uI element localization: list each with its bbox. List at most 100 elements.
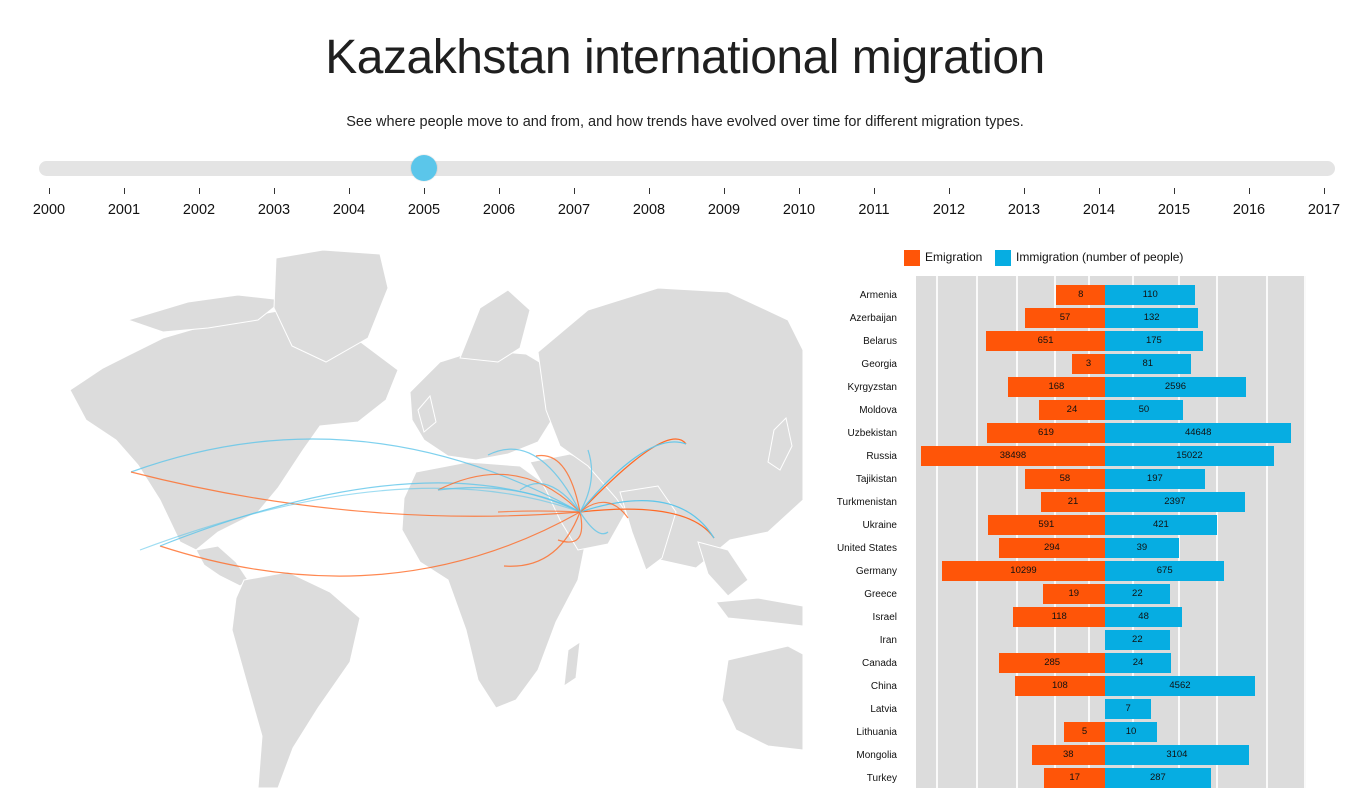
immigration-bar[interactable] [1105,308,1199,329]
immigration-bar[interactable] [1105,492,1245,513]
emigration-bar[interactable] [1041,492,1105,513]
year-tick [274,188,275,194]
immigration-bar[interactable] [1105,722,1158,743]
immigration-bar[interactable] [1105,561,1225,582]
immigration-value: 3104 [1166,749,1188,761]
immigration-bar[interactable] [1105,423,1292,444]
year-label-2010[interactable]: 2010 [782,202,816,218]
year-slider-track[interactable] [39,161,1335,176]
immigration-bar[interactable] [1105,538,1179,559]
immigration-bar[interactable] [1105,745,1249,766]
emigration-bar[interactable] [1025,308,1105,329]
migration-bar-chart: Armenia 8 110 Azerbaijan 57 132 Belarus 651 175 G… [830,276,1310,789]
immigration-value: 81 [1142,358,1154,370]
year-label-2015[interactable]: 2015 [1157,202,1191,218]
emigration-bar[interactable] [1038,400,1105,421]
year-tick [1024,188,1025,194]
year-label-2002[interactable]: 2002 [182,202,216,218]
land-japan [767,416,793,471]
country-label: Russia [866,451,897,463]
emigration-bar[interactable] [1024,469,1105,490]
immigration-value: 7 [1125,703,1131,715]
emigration-value: 24 [1066,404,1078,416]
year-label-2003[interactable]: 2003 [257,202,291,218]
year-label-2017[interactable]: 2017 [1307,202,1341,218]
bar-row: Lithuania 5 10 [830,721,1310,744]
grid-line [936,276,938,788]
immigration-value: 2397 [1164,496,1186,508]
bar-row: Israel 118 48 [830,606,1310,629]
immigration-bar[interactable] [1105,699,1152,720]
emigration-value: 3 [1085,358,1092,370]
emigration-value: 651 [1037,335,1054,347]
emigration-bar[interactable] [986,331,1105,352]
year-label-2000[interactable]: 2000 [32,202,66,218]
immigration-value: 175 [1145,335,1162,347]
emigration-bar[interactable] [987,515,1105,536]
immigration-bar[interactable] [1105,469,1205,490]
emigration-bar[interactable] [1013,607,1105,628]
year-label-2014[interactable]: 2014 [1082,202,1116,218]
year-label-2006[interactable]: 2006 [482,202,516,218]
year-tick [1249,188,1250,194]
year-label-2016[interactable]: 2016 [1232,202,1266,218]
emigration-bar[interactable] [1072,354,1105,375]
bar-row: Ukraine 591 421 [830,514,1310,537]
year-label-2005[interactable]: 2005 [407,202,441,218]
emigration-value: 294 [1043,542,1060,554]
emigration-bar[interactable] [1014,676,1105,697]
immigration-bar[interactable] [1105,584,1170,605]
year-label-2001[interactable]: 2001 [107,202,141,218]
emigration-bar[interactable] [998,538,1105,559]
country-label: Mongolia [856,750,897,762]
bar-row: Moldova 24 50 [830,399,1310,422]
immigration-bar[interactable] [1105,400,1183,421]
year-tick [1324,188,1325,194]
emigration-bar[interactable] [999,653,1105,674]
immigration-bar[interactable] [1105,653,1172,674]
immigration-bar[interactable] [1105,446,1274,467]
emigration-bar[interactable] [1063,722,1105,743]
bar-row: Tajikistan 58 197 [830,468,1310,491]
immigration-bar[interactable] [1105,607,1183,628]
year-tick [199,188,200,194]
emigration-bar[interactable] [986,423,1105,444]
year-label-2011[interactable]: 2011 [858,202,890,218]
year-tick [949,188,950,194]
immigration-value: 50 [1138,404,1150,416]
immigration-bar[interactable] [1105,515,1217,536]
immigration-bar[interactable] [1105,768,1211,789]
year-label-2007[interactable]: 2007 [557,202,591,218]
immigration-value: 110 [1142,289,1158,300]
year-label-2012[interactable]: 2012 [932,202,966,218]
immigration-bar[interactable] [1105,676,1255,697]
emigration-bar[interactable] [1042,584,1105,605]
immigration-bar[interactable] [1105,630,1170,651]
land-indonesia [715,597,803,627]
immigration-bar[interactable] [1105,285,1196,305]
emigration-bar[interactable] [942,561,1105,582]
immigration-bar[interactable] [1105,331,1203,352]
immigration-bar[interactable] [1105,377,1246,398]
year-tick [124,188,125,194]
year-label-2013[interactable]: 2013 [1007,202,1041,218]
migration-flows [130,438,715,577]
emigration-bar[interactable] [1044,768,1105,789]
grid-line [976,276,978,788]
emigration-bar[interactable] [920,446,1105,467]
land-asia [537,287,803,569]
bar-row: Canada 285 24 [830,652,1310,675]
world-map [69,250,803,788]
year-label-2004[interactable]: 2004 [332,202,366,218]
year-label-2008[interactable]: 2008 [632,202,666,218]
year-slider-handle[interactable] [411,155,437,181]
immigration-bar[interactable] [1105,354,1191,375]
year-label-2009[interactable]: 2009 [707,202,741,218]
emigration-bar[interactable] [1031,745,1105,766]
year-tick [499,188,500,194]
immigration-value: 675 [1156,565,1173,577]
emigration-bar[interactable] [1056,285,1105,305]
emigration-bar[interactable] [1007,377,1105,398]
emigration-value: 10299 [1010,565,1037,577]
immigration-value: 22 [1132,634,1143,646]
